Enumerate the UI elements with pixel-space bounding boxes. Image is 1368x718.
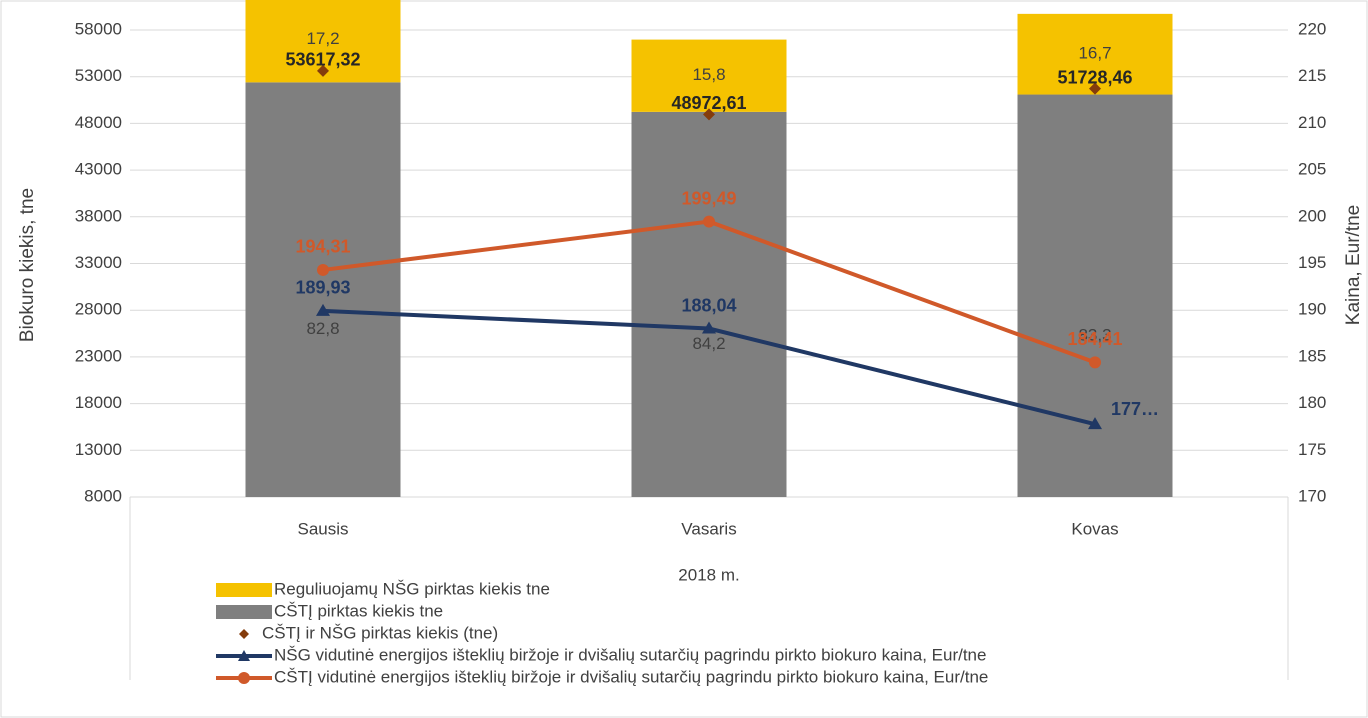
y2-tick-label: 220	[1298, 19, 1326, 38]
legend-label: NŠG vidutinė energijos išteklių biržoje …	[274, 645, 986, 664]
x-tick-label: Kovas	[1071, 519, 1118, 538]
y2-tick-label: 185	[1298, 346, 1326, 365]
y2-tick-label: 210	[1298, 113, 1326, 132]
y-tick-label: 28000	[75, 300, 122, 319]
bar-segment	[631, 111, 787, 497]
marker	[703, 215, 715, 228]
legend-swatch	[216, 583, 272, 597]
y-tick-label: 48000	[75, 113, 122, 132]
marker	[316, 303, 330, 316]
y-tick-label: 53000	[75, 66, 122, 85]
legend-swatch	[216, 605, 272, 619]
y-tick-label: 8000	[84, 486, 122, 505]
segment-label: 15,8	[692, 65, 725, 84]
y2-tick-label: 195	[1298, 253, 1326, 272]
legend-swatch	[238, 672, 250, 684]
y2-tick-label: 215	[1298, 66, 1326, 85]
marker	[317, 64, 329, 77]
marker	[703, 108, 715, 121]
y-tick-label: 23000	[75, 346, 122, 365]
bar-segment	[1017, 94, 1173, 497]
legend-label: CŠTĮ pirktas kiekis tne	[274, 601, 443, 620]
x-axis-label: 2018 m.	[678, 565, 739, 584]
y-tick-label: 38000	[75, 206, 122, 225]
data-label: 51728,46	[1057, 67, 1132, 87]
y2-tick-label: 180	[1298, 393, 1326, 412]
y-tick-label: 13000	[75, 440, 122, 459]
data-label: 188,04	[681, 295, 736, 315]
y-tick-label: 18000	[75, 393, 122, 412]
marker	[1089, 356, 1101, 369]
data-label: 189,93	[295, 278, 350, 298]
bar-segment	[631, 39, 787, 112]
y2-tick-label: 190	[1298, 300, 1326, 319]
data-label: 184,41	[1067, 329, 1122, 349]
bar-segment	[1017, 13, 1173, 95]
segment-label: 83,3	[1078, 325, 1111, 344]
data-label: 177…	[1111, 399, 1159, 419]
segment-label: 17,2	[306, 29, 339, 48]
legend-label: CŠTĮ vidutinė energijos išteklių biržoje…	[274, 667, 988, 686]
y-tick-label: 33000	[75, 253, 122, 272]
segment-label: 16,7	[1078, 44, 1111, 63]
marker	[1089, 82, 1101, 95]
data-label: 194,31	[295, 237, 350, 257]
y-tick-label: 43000	[75, 160, 122, 179]
data-label: 48972,61	[671, 93, 746, 113]
y-axis-label: Biokuro kiekis, tne	[17, 188, 38, 342]
y2-axis-label: Kaina, Eur/tne	[1343, 205, 1364, 325]
y2-tick-label: 170	[1298, 486, 1326, 505]
legend-swatch	[238, 650, 250, 661]
segment-label: 82,8	[306, 319, 339, 338]
y2-tick-label: 175	[1298, 440, 1326, 459]
legend-label: Reguliuojamų NŠG pirktas kiekis tne	[274, 579, 550, 598]
marker	[317, 263, 329, 276]
x-tick-label: Vasaris	[681, 519, 736, 538]
y-tick-label: 58000	[75, 19, 122, 38]
marker	[702, 321, 716, 334]
legend-swatch	[239, 629, 249, 639]
legend-label: CŠTĮ ir NŠG pirktas kiekis (tne)	[262, 623, 498, 642]
x-tick-label: Sausis	[297, 519, 348, 538]
segment-label: 84,2	[692, 334, 725, 353]
bar-segment	[245, 82, 401, 497]
y2-tick-label: 205	[1298, 160, 1326, 179]
marker	[1088, 417, 1102, 430]
y2-tick-label: 200	[1298, 206, 1326, 225]
data-label: 199,49	[681, 188, 736, 208]
data-label: 53617,32	[285, 50, 360, 70]
